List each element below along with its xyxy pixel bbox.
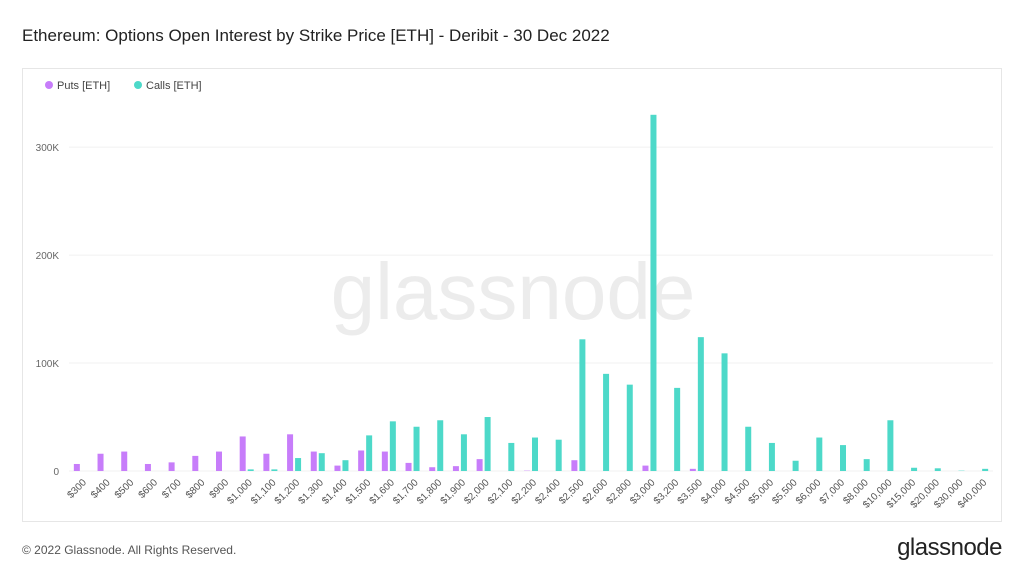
put-bar bbox=[642, 465, 649, 471]
call-bar bbox=[247, 469, 254, 471]
y-tick-label: 0 bbox=[53, 467, 59, 478]
x-tick-label: $5,500 bbox=[770, 477, 800, 507]
put-bar bbox=[287, 434, 294, 471]
put-bar bbox=[405, 462, 412, 471]
glassnode-logo[interactable]: glassnode bbox=[897, 534, 1002, 561]
x-tick-label: $1,600 bbox=[368, 477, 398, 507]
put-bar bbox=[381, 451, 388, 471]
call-bar bbox=[887, 420, 894, 471]
call-bar bbox=[816, 437, 823, 471]
x-tick-label: $2,100 bbox=[486, 477, 516, 507]
call-bar bbox=[674, 387, 681, 471]
call-bar bbox=[768, 442, 775, 471]
call-bar bbox=[342, 460, 349, 471]
x-tick-label: $700 bbox=[160, 477, 184, 501]
watermark: glassnode bbox=[331, 247, 696, 336]
y-tick-label: 100K bbox=[36, 359, 60, 370]
call-bar bbox=[911, 467, 918, 471]
put-bar bbox=[476, 459, 483, 471]
x-tick-label: $7,000 bbox=[818, 477, 848, 507]
call-bar bbox=[863, 459, 870, 471]
x-tick-label: $1,500 bbox=[344, 477, 374, 507]
call-bar bbox=[745, 426, 752, 471]
call-bar bbox=[626, 384, 633, 471]
legend-item: Calls [ETH] bbox=[146, 80, 202, 92]
call-bar bbox=[603, 373, 610, 471]
call-bar bbox=[271, 469, 278, 471]
call-bar bbox=[840, 445, 846, 471]
call-bar bbox=[721, 353, 728, 471]
x-tick-label: $1,200 bbox=[273, 477, 303, 507]
legend-marker bbox=[134, 81, 142, 89]
x-tick-label: $1,000 bbox=[225, 477, 255, 507]
chart-container: glassnode 0 100K 200K 300K $300 $400 $500 $600 $7… bbox=[22, 68, 1002, 522]
call-bar bbox=[318, 453, 325, 471]
x-tick-label: $4,000 bbox=[699, 477, 729, 507]
x-tick-label: $1,400 bbox=[320, 477, 350, 507]
x-tick-label: $1,300 bbox=[296, 477, 326, 507]
x-tick-label: $3,200 bbox=[652, 477, 682, 507]
x-tick-label: $1,700 bbox=[391, 477, 421, 507]
x-tick-label: $1,800 bbox=[415, 477, 445, 507]
put-bar bbox=[192, 455, 199, 471]
call-bar bbox=[697, 337, 704, 471]
put-bar bbox=[263, 453, 270, 471]
call-bar bbox=[532, 437, 538, 471]
x-tick-label: $5,000 bbox=[747, 477, 777, 507]
call-bar bbox=[508, 442, 515, 471]
call-bar bbox=[366, 435, 373, 471]
x-tick-label: $1,100 bbox=[249, 477, 279, 507]
put-bar bbox=[144, 463, 151, 471]
call-bar bbox=[413, 426, 420, 471]
x-tick-label: $4,500 bbox=[723, 477, 753, 507]
x-tick-label: $400 bbox=[89, 477, 113, 501]
copyright: © 2022 Glassnode. All Rights Reserved. bbox=[22, 543, 237, 557]
x-tick-label: $2,000 bbox=[462, 477, 492, 507]
put-bar bbox=[334, 465, 341, 471]
call-bar bbox=[437, 420, 444, 471]
put-bar bbox=[310, 451, 317, 471]
put-bar bbox=[429, 467, 436, 471]
x-tick-label: $300 bbox=[65, 477, 89, 501]
call-bar bbox=[934, 468, 941, 471]
y-tick-label: 300K bbox=[36, 143, 60, 154]
x-tick-label: $1,900 bbox=[439, 477, 469, 507]
call-bar bbox=[579, 339, 586, 471]
legend-marker bbox=[45, 81, 53, 89]
x-tick-label: $2,500 bbox=[557, 477, 587, 507]
x-tick-label: $2,800 bbox=[604, 477, 634, 507]
call-bar bbox=[484, 417, 491, 471]
legend-item: Puts [ETH] bbox=[57, 80, 110, 92]
put-bar bbox=[239, 436, 246, 471]
x-tick-label: $500 bbox=[113, 477, 137, 501]
call-bar bbox=[792, 460, 799, 471]
put-bar bbox=[571, 460, 578, 471]
put-bar bbox=[121, 451, 128, 471]
x-tick-label: $2,600 bbox=[581, 477, 611, 507]
call-bar bbox=[460, 434, 467, 471]
x-tick-label: $600 bbox=[137, 477, 161, 501]
put-bar bbox=[452, 466, 459, 471]
call-bar bbox=[295, 458, 302, 471]
put-bar bbox=[358, 450, 365, 471]
y-tick-label: 200K bbox=[36, 251, 60, 262]
x-tick-label: $3,000 bbox=[628, 477, 658, 507]
put-bar bbox=[216, 451, 222, 471]
call-bar bbox=[650, 114, 657, 471]
x-tick-label: $2,400 bbox=[533, 477, 563, 507]
x-tick-label: $3,500 bbox=[676, 477, 706, 507]
call-bar bbox=[982, 468, 989, 471]
put-bar bbox=[97, 453, 104, 471]
put-bar bbox=[689, 468, 696, 471]
call-bar bbox=[555, 439, 562, 471]
x-tick-label: $6,000 bbox=[794, 477, 824, 507]
call-bar bbox=[389, 421, 396, 471]
x-tick-label: $2,200 bbox=[510, 477, 540, 507]
page-title: Ethereum: Options Open Interest by Strik… bbox=[22, 26, 610, 45]
x-tick-label: $800 bbox=[184, 477, 208, 501]
put-bar bbox=[168, 462, 175, 471]
put-bar bbox=[73, 463, 80, 471]
